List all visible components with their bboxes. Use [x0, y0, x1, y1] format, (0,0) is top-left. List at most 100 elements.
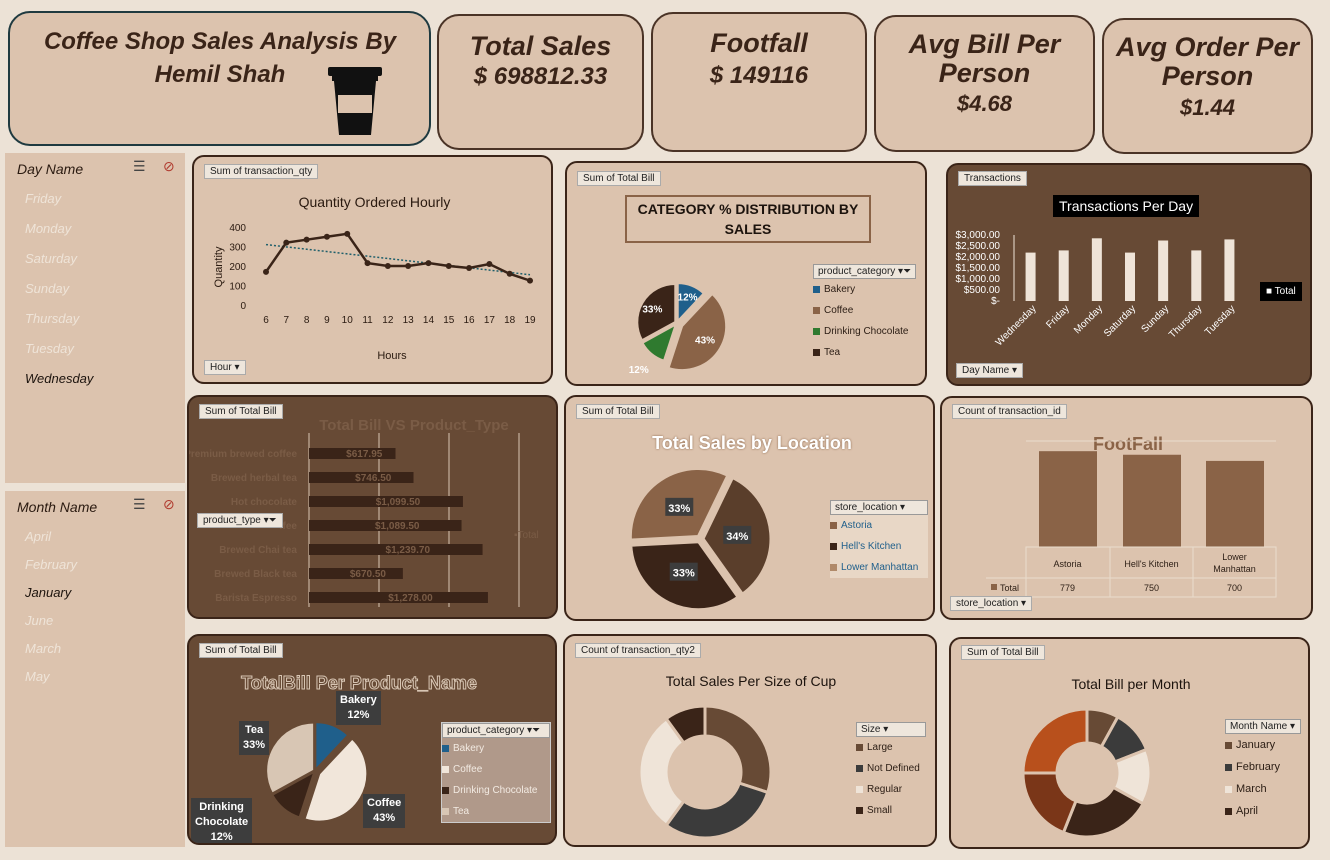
chart-title: TotalBill Per Product_Name: [241, 673, 478, 694]
legend-filter-button[interactable]: Size ▾: [856, 722, 926, 737]
legend-label: Small: [867, 805, 893, 816]
x-tick-label: 17: [484, 315, 496, 326]
data-point: [344, 230, 351, 237]
legend-item: February: [1225, 756, 1301, 778]
day-slicer-item[interactable]: Friday: [25, 191, 62, 206]
callout-tea: Tea 33%: [239, 721, 270, 755]
legend-label: Not Defined: [867, 763, 920, 774]
multi-select-icon[interactable]: ☰: [133, 496, 146, 512]
bar: [1058, 250, 1069, 301]
clear-filter-icon[interactable]: ⊘: [163, 496, 175, 512]
multi-select-icon[interactable]: ☰: [133, 158, 146, 174]
bar: [309, 592, 488, 603]
x-tick-label: Saturday: [1102, 303, 1138, 339]
legend-label: Tea: [453, 806, 470, 817]
field-button[interactable]: Count of transaction_qty2: [575, 643, 701, 658]
legend-item: Large: [856, 737, 926, 758]
x-tick-label: 7: [284, 315, 290, 326]
pie-slice: [676, 282, 706, 324]
x-tick-label: 10: [342, 315, 354, 326]
product-type-chart: Sum of Total Bill Total Bill VS Product_…: [187, 395, 558, 619]
day-slicer-item[interactable]: Monday: [25, 221, 72, 236]
day-axis-button[interactable]: Day Name ▾: [956, 363, 1024, 378]
location-axis-button[interactable]: store_location ▾: [950, 596, 1033, 611]
kpi-avg-bill-value: $4.68: [956, 91, 1013, 116]
legend-filter-button[interactable]: product_category ▾⏷: [813, 264, 917, 279]
legend-label: April: [1236, 805, 1259, 817]
transactions-per-day-chart: Transactions Transactions Per Day $- $500…: [946, 163, 1312, 386]
legend-filter-button[interactable]: Month Name ▾: [1225, 719, 1301, 734]
donut-slice: [1021, 707, 1089, 775]
day-slicer-item[interactable]: Tuesday: [25, 341, 74, 356]
kpi-footfall: Footfall $ 149116: [651, 12, 867, 152]
x-tick-label: 13: [403, 315, 415, 326]
legend-item: Bakery: [442, 738, 550, 759]
field-button[interactable]: Sum of Total Bill: [577, 171, 661, 186]
legend-filter-button[interactable]: product_category ▾⏷: [442, 723, 550, 738]
field-button[interactable]: Sum of Total Bill: [961, 645, 1045, 660]
y-tick-label: 400: [229, 223, 246, 234]
y-tick-label: 0: [240, 301, 246, 312]
legend-item: ▪Total: [514, 530, 539, 541]
day-slicer-item[interactable]: Saturday: [25, 251, 78, 266]
clear-filter-icon[interactable]: ⊘: [163, 158, 175, 174]
bar: [309, 496, 463, 507]
callout-bakery: Bakery 12%: [336, 691, 381, 725]
kpi-footfall-value: $ 149116: [709, 62, 809, 89]
legend-label: Hell's Kitchen: [841, 541, 902, 552]
callout-pct: 12%: [210, 831, 233, 843]
field-button[interactable]: Sum of transaction_qty: [204, 164, 319, 179]
y-axis-label: Quantity: [213, 246, 225, 287]
legend-label: February: [1236, 761, 1281, 773]
column-chart: Astoria Hell's Kitchen Lower Manhattan Total…: [986, 440, 1277, 598]
coffee-cup-icon: [328, 67, 382, 135]
data-table: [1025, 546, 1277, 598]
legend-filter-button[interactable]: store_location ▾: [830, 500, 928, 515]
month-slicer-item[interactable]: June: [25, 613, 54, 628]
day-slicer-item-selected[interactable]: Wednesday: [25, 371, 94, 386]
month-slicer-item[interactable]: February: [25, 557, 78, 572]
x-tick-label: Sunday: [1139, 303, 1171, 335]
data-point: [323, 233, 330, 240]
y-tick-label: $-: [991, 296, 1000, 307]
month-bill-chart: Sum of Total Bill Total Bill per Month M…: [949, 637, 1310, 849]
kpi-avg-order-label: Avg Order Per Person: [1104, 33, 1311, 91]
y-tick-label: 300: [229, 243, 246, 254]
x-tick-label: Thursday: [1167, 303, 1204, 340]
legend-item: March: [1225, 778, 1301, 800]
chart-title: Total Sales Per Size of Cup: [665, 673, 837, 689]
pie-slice: [667, 292, 728, 371]
data-label: 12%: [629, 365, 649, 376]
callout-name: Tea: [244, 724, 264, 736]
legend-label: Total: [517, 530, 539, 541]
day-slicer-item[interactable]: Sunday: [25, 281, 70, 296]
product-type-filter-button[interactable]: product_type ▾⏷: [197, 513, 283, 528]
trendline: [265, 243, 531, 276]
footfall-chart: Count of transaction_id FootFall Astoria…: [940, 396, 1313, 620]
y-tick-label: Brewed herbal tea: [211, 473, 298, 484]
data-point: [486, 261, 493, 268]
field-button[interactable]: Sum of Total Bill: [199, 404, 283, 419]
field-button[interactable]: Count of transaction_id: [952, 404, 1067, 419]
horizontal-bar-chart: Premium brewed coffee $617.95 Brewed herba…: [189, 433, 520, 607]
month-slicer-item[interactable]: March: [25, 641, 62, 656]
hour-axis-button[interactable]: Hour ▾: [204, 360, 246, 375]
day-slicer-item[interactable]: Thursday: [25, 311, 80, 326]
callout-coffee: Coffee 43%: [363, 794, 406, 828]
month-slicer-item-selected[interactable]: January: [25, 585, 72, 600]
legend-item: Drinking Chocolate: [813, 321, 916, 342]
month-slicer-item[interactable]: May: [25, 669, 50, 684]
axis-button-label: store_location: [956, 598, 1019, 609]
field-button[interactable]: Sum of Total Bill: [576, 404, 660, 419]
pie-chart: [265, 721, 369, 823]
legend-item: Tea: [813, 342, 916, 363]
category-distribution-chart: Sum of Total Bill CATEGORY % DISTRIBUTIO…: [565, 161, 927, 386]
bar: [1039, 451, 1097, 547]
field-button[interactable]: Sum of Total Bill: [199, 643, 283, 658]
chart-title: Total Bill VS Product_Type: [319, 417, 509, 434]
data-label: $1,089.50: [375, 521, 420, 532]
field-button[interactable]: Transactions: [958, 171, 1027, 186]
legend-label: Astoria: [841, 520, 873, 531]
legend-header: product_category: [818, 266, 896, 277]
month-slicer-item[interactable]: April: [25, 529, 52, 544]
